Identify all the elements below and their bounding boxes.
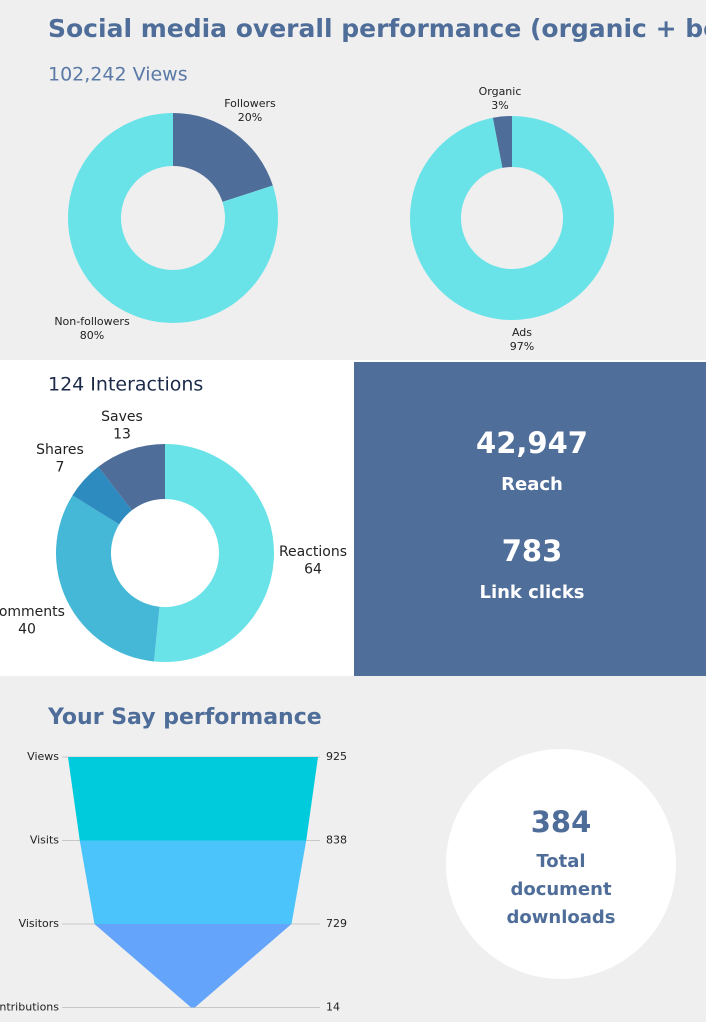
slice-label: Saves xyxy=(101,409,143,425)
donut-slice xyxy=(492,116,512,168)
kpi-label: Reach xyxy=(501,474,563,495)
stage-value: 14 xyxy=(326,1001,340,1014)
slice-label: Reactions xyxy=(279,544,347,560)
slice-label: Comments xyxy=(0,604,65,620)
donut-slice xyxy=(72,466,132,525)
funnel-segment xyxy=(79,840,307,924)
page-title: Social media overall performance (organi… xyxy=(48,14,706,43)
kpi-value: 783 xyxy=(502,534,563,568)
kpi-value: 42,947 xyxy=(476,426,588,460)
stage-value: 729 xyxy=(326,917,347,930)
slice-value: 97% xyxy=(510,340,534,353)
slice-value: 40 xyxy=(18,622,36,638)
stage-label: Visitors xyxy=(19,917,60,930)
slice-label: Non-followers xyxy=(54,315,130,328)
kpi-panel xyxy=(354,362,706,676)
downloads-circle xyxy=(446,749,676,979)
donut-slice xyxy=(55,495,160,662)
kpi-label: Link clicks xyxy=(479,582,584,603)
slice-value: 7 xyxy=(56,460,65,476)
slice-label: Ads xyxy=(512,326,532,339)
views-total: 102,242 Views xyxy=(48,64,188,86)
downloads-label: Total document downloads xyxy=(506,851,616,928)
donut-slice xyxy=(173,113,273,202)
section-title: Your Say performance xyxy=(47,705,322,730)
funnel-segment xyxy=(94,924,292,1008)
donut-slice xyxy=(153,444,275,662)
slice-value: 20% xyxy=(238,111,262,124)
stage-label: Contributions xyxy=(0,1001,59,1014)
donut-slice xyxy=(98,443,165,511)
stage-value: 925 xyxy=(326,750,347,763)
slice-label: Followers xyxy=(224,97,276,110)
donut-slice xyxy=(68,113,279,323)
chart-title: 124 Interactions xyxy=(48,374,203,396)
donut-slice xyxy=(410,116,614,320)
stage-value: 838 xyxy=(326,834,347,847)
slice-value: 3% xyxy=(491,99,508,112)
slice-value: 80% xyxy=(80,329,104,342)
slice-value: 13 xyxy=(113,427,131,443)
slice-label: Shares xyxy=(36,442,84,458)
funnel-segment xyxy=(68,757,318,841)
downloads-value: 384 xyxy=(531,805,592,839)
stage-label: Views xyxy=(27,750,59,763)
stage-label: Visits xyxy=(30,834,59,847)
slice-value: 64 xyxy=(304,562,322,578)
slice-label: Organic xyxy=(479,85,522,98)
